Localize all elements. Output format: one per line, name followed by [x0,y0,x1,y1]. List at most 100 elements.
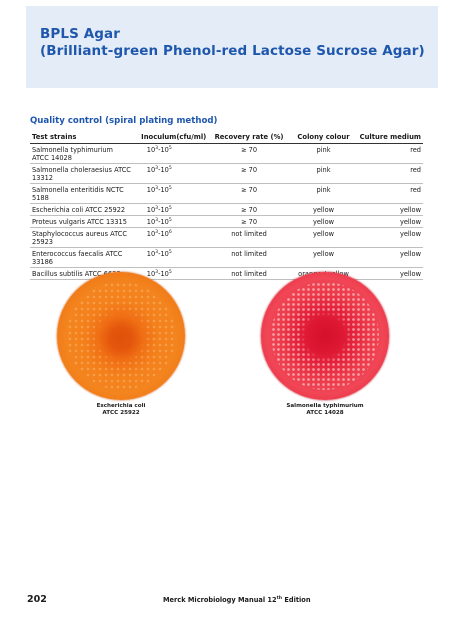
inoculum-base: 10 [146,229,156,238]
cell-inoculum: 103-105 [138,163,209,184]
cell-inoculum: 103-105 [138,247,209,268]
inoculum-base: 10 [146,165,156,174]
strain-name: Enterococcus faecalis ATCC 33186 [32,249,123,266]
inoculum-exponent-low: 3 [155,205,159,211]
plate-caption-s-typhimurium: Salmonella typhimurium ATCC 14028 [265,403,385,416]
cell-culture-medium: yellow [357,247,423,268]
inoculum-base: 10 [146,185,156,194]
cell-colony-colour: yellow [289,215,358,228]
cell-recovery-rate: ≥ 70 [208,215,290,228]
colonies-s-typhimurium [271,282,379,390]
cell-recovery-rate: not limited [208,247,290,268]
cell-colony-colour: yellow [289,227,358,248]
title-line-1: BPLS Agar [40,26,120,42]
cell-test-strain: Enterococcus faecalis ATCC 33186 [30,247,139,268]
cell-test-strain: Salmonella typhimurium ATCC 14028 [30,143,139,164]
plate-caption-e-coli: Escherichia coli ATCC 25922 [61,403,181,416]
qc-header-row: Test strains Inoculum(cfu/ml) Recovery r… [30,131,423,144]
cell-inoculum: 103-105 [138,203,209,216]
inoculum-base: 10 [146,217,156,226]
strain-name: Staphylococcus aureus ATCC 25923 [32,229,127,246]
col-header-colony-colour: Colony colour [289,131,358,144]
inoculum-exponent-high: 5 [168,249,172,255]
inoculum-exponent-high: 6 [168,229,172,235]
cell-culture-medium: red [357,183,423,204]
table-row: Salmonella choleraesius ATCC 13312 103-10… [30,163,423,184]
title-banner [26,6,438,88]
cell-inoculum: 103-105 [138,143,209,164]
inoculum-exponent-low: 3 [155,145,159,151]
cell-test-strain: Salmonella choleraesius ATCC 13312 [30,163,139,184]
strain-name: Salmonella choleraesius ATCC 13312 [32,165,131,182]
cell-inoculum: 103-105 [138,183,209,204]
table-row: Salmonella typhimurium ATCC 14028 103-105 ≥… [30,143,423,164]
cell-test-strain: Proteus vulgaris ATCC 13315 [30,215,139,228]
cell-colony-colour: yellow [289,247,358,268]
table-row: Staphylococcus aureus ATCC 25923 103-106 n… [30,227,423,248]
cell-culture-medium: red [357,163,423,184]
table-row: Salmonella enteritidis NCTC 5188 103-105 ≥… [30,183,423,204]
cell-test-strain: Staphylococcus aureus ATCC 25923 [30,227,139,248]
inoculum-exponent-high: 5 [168,145,172,151]
colonies-e-coli [67,282,175,390]
table-row: Escherichia coli ATCC 25922 103-105 ≥ 70 ye… [30,203,423,216]
cell-culture-medium: yellow [357,227,423,248]
strain-name: Salmonella enteritidis NCTC 5188 [32,185,124,202]
inoculum-separator: -10 [158,229,169,238]
inoculum-separator: -10 [158,145,169,154]
cell-colony-colour: pink [289,163,358,184]
footer-title-sup: th [276,595,283,601]
inoculum-base: 10 [146,249,156,258]
inoculum-separator: -10 [158,185,169,194]
inoculum-exponent-high: 5 [168,269,172,275]
qc-table: Test strains Inoculum(cfu/ml) Recovery r… [30,131,423,280]
inoculum-exponent-low: 3 [155,185,159,191]
caption-strain: ATCC 14028 [306,409,344,416]
cell-culture-medium: yellow [357,267,423,280]
footer-title-suffix: Edition [282,596,311,604]
agar-plate-s-typhimurium [261,272,389,400]
cell-colony-colour: yellow [289,203,358,216]
inoculum-exponent-low: 3 [155,217,159,223]
cell-colony-colour: pink [289,183,358,204]
inoculum-separator: -10 [158,205,169,214]
inoculum-separator: -10 [158,269,169,278]
cell-recovery-rate: not limited [208,227,290,248]
strain-name: Escherichia coli ATCC 25922 [32,205,126,214]
cell-recovery-rate: ≥ 70 [208,143,290,164]
caption-species: Escherichia coli [96,403,146,409]
inoculum-base: 10 [146,145,156,154]
col-header-culture-medium: Culture medium [357,131,423,144]
cell-recovery-rate: ≥ 70 [208,183,290,204]
table-row: Proteus vulgaris ATCC 13315 103-105 ≥ 70 ye… [30,215,423,228]
caption-species: Salmonella typhimurium [286,403,364,409]
inoculum-exponent-low: 3 [155,249,159,255]
cell-colony-colour: pink [289,143,358,164]
cell-culture-medium: red [357,143,423,164]
cell-recovery-rate: ≥ 70 [208,203,290,216]
cell-test-strain: Salmonella enteritidis NCTC 5188 [30,183,139,204]
inoculum-base: 10 [146,205,156,214]
inoculum-exponent-high: 5 [168,217,172,223]
inoculum-exponent-high: 5 [168,205,172,211]
strain-name: Bacillus subtilis ATCC 6633 [32,269,121,278]
inoculum-exponent-low: 3 [155,269,159,275]
cell-culture-medium: yellow [357,203,423,216]
title-line-2: (Brilliant-green Phenol-red Lactose Sucr… [40,43,425,59]
table-row: Enterococcus faecalis ATCC 33186 103-105 n… [30,247,423,268]
inoculum-separator: -10 [158,165,169,174]
col-header-recovery-rate: Recovery rate (%) [208,131,290,144]
inoculum-exponent-high: 5 [168,185,172,191]
inoculum-base: 10 [146,269,156,278]
inoculum-separator: -10 [158,249,169,258]
inoculum-exponent-low: 3 [155,165,159,171]
agar-plate-e-coli [57,272,185,400]
cell-inoculum: 103-105 [138,267,209,280]
cell-culture-medium: yellow [357,215,423,228]
cell-test-strain: Escherichia coli ATCC 25922 [30,203,139,216]
qc-heading: Quality control (spiral plating method) [30,116,218,126]
table-row: Bacillus subtilis ATCC 6633 103-105 not li… [30,267,423,280]
footer-title-prefix: Merck Microbiology Manual 12 [163,596,277,604]
cell-inoculum: 103-106 [138,227,209,248]
page-title: BPLS Agar (Brilliant-green Phenol-red La… [40,26,425,60]
